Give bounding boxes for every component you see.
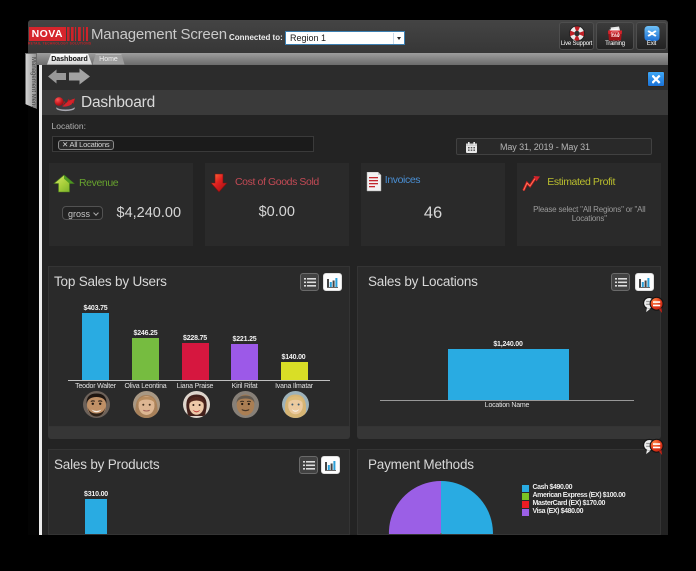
svg-text:FAQ: FAQ — [612, 32, 620, 36]
